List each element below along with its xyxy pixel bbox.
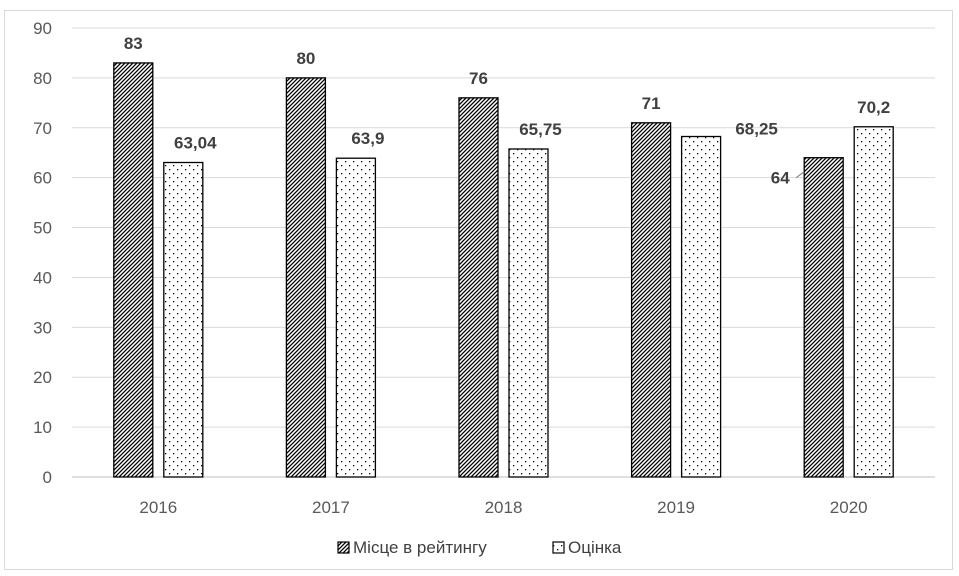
bar-rank [113,62,154,478]
y-tick-label: 50 [33,219,52,238]
bars [113,62,894,478]
x-tick-label: 2016 [139,498,177,517]
y-tick-label: 70 [33,119,52,138]
legend-label: Місце в рейтингу [353,538,487,557]
data-label: 70,2 [857,98,890,117]
bar-score [680,135,722,478]
bar-rank [630,122,672,478]
bar-score [508,148,549,478]
legend: Місце в рейтингу Оцінка [337,538,622,557]
y-tick-label: 20 [33,368,52,387]
data-label: 76 [469,69,488,88]
x-tick-label: 2019 [657,498,695,517]
data-label: 65,75 [519,120,562,139]
data-labels: 83 63,04 80 63,9 76 65,75 71 68,25 64 70,2 [124,34,890,188]
y-axis: 0 10 20 30 40 50 60 70 80 90 [33,19,52,487]
bar-rank [285,77,327,478]
bar-score [853,126,894,478]
y-tick-label: 30 [33,318,52,337]
x-tick-label: 2017 [312,498,350,517]
data-label: 83 [124,34,143,53]
y-tick-label: 0 [43,468,52,487]
y-tick-label: 10 [33,418,52,437]
data-label: 63,04 [174,134,217,153]
y-tick-label: 60 [33,169,52,188]
x-axis: 2016 2017 2018 2019 2020 [139,498,867,517]
data-label: 68,25 [735,120,778,139]
gridlines [72,27,935,478]
legend-label: Оцінка [568,538,622,557]
data-label: 63,9 [351,129,384,148]
legend-swatch [337,541,350,554]
data-label: 71 [642,94,661,113]
label-leader-line [795,171,805,179]
y-tick-label: 40 [33,268,52,287]
bar-score [163,161,204,478]
legend-swatch [552,541,565,554]
data-label: 80 [296,49,315,68]
x-tick-label: 2020 [830,498,868,517]
y-tick-label: 80 [33,69,52,88]
data-label: 64 [771,169,790,188]
y-tick-label: 90 [33,19,52,38]
x-tick-label: 2018 [485,498,523,517]
bar-rank [803,157,844,478]
bar-rank [458,97,499,478]
bar-score [335,157,377,478]
